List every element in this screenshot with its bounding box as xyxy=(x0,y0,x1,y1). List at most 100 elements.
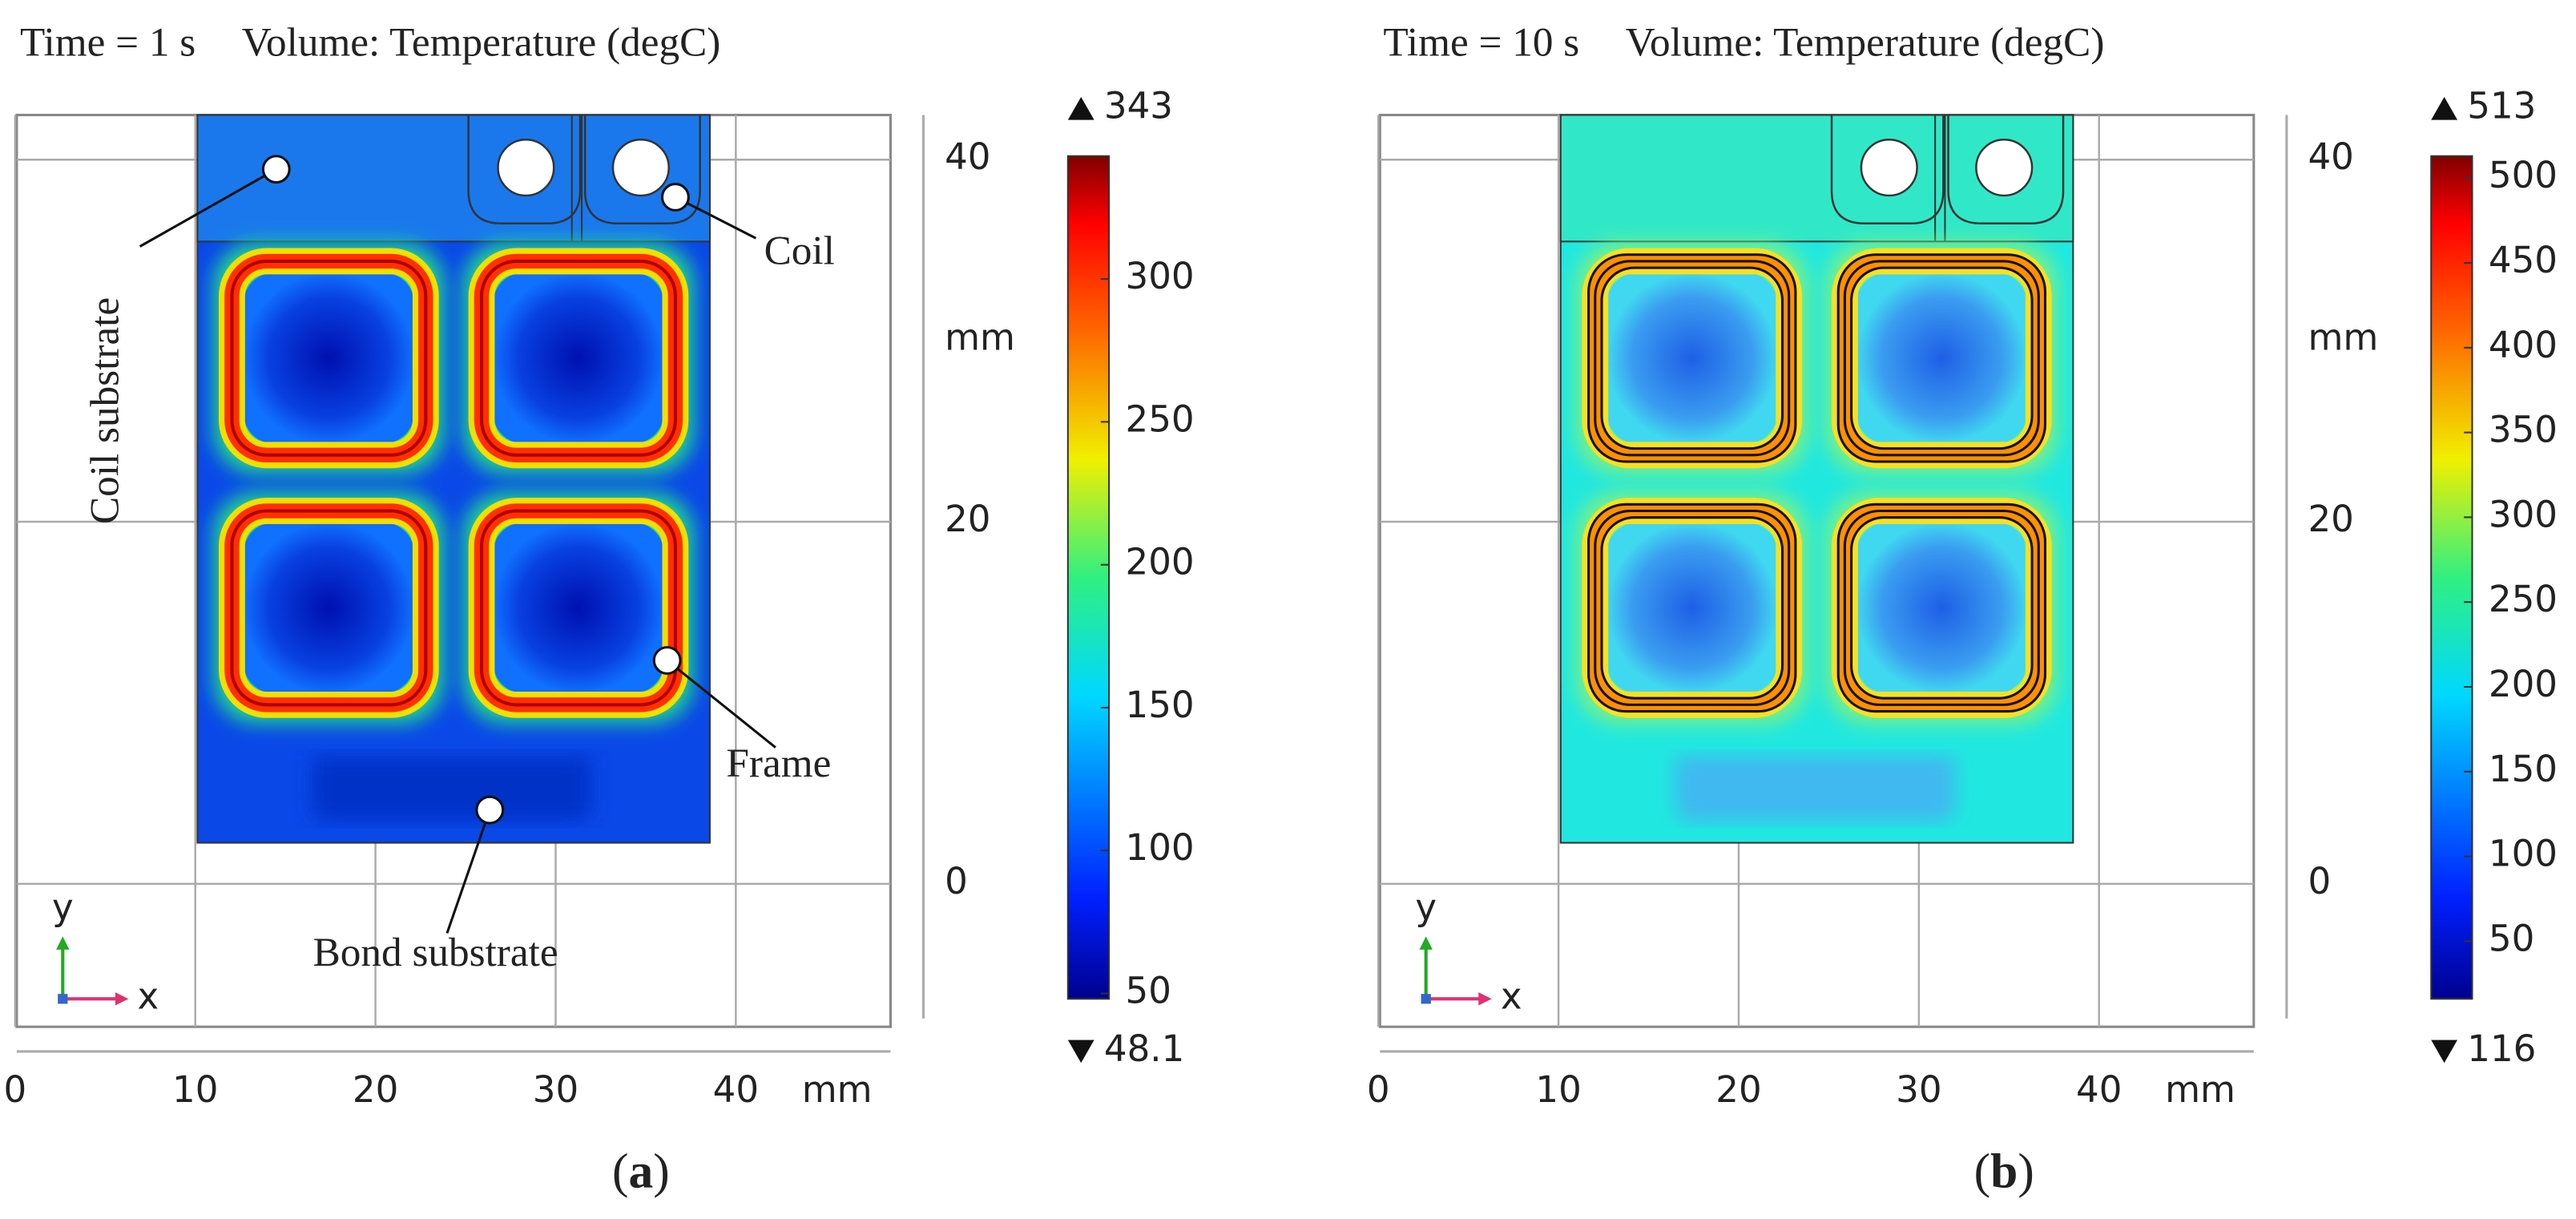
coil-wire xyxy=(479,259,677,457)
callout-line xyxy=(666,659,776,749)
caption-part: ) xyxy=(2018,1144,2034,1199)
annotation: Bond substrate xyxy=(313,930,558,975)
max-marker xyxy=(1067,96,1094,120)
coil-pad xyxy=(1947,115,2065,225)
coil-wire xyxy=(1836,503,2047,713)
panel-title: Time = 1 s Volume: Temperature (degC) xyxy=(20,19,720,65)
coil-core xyxy=(1856,522,2027,694)
x-unit: mm xyxy=(2165,1068,2235,1111)
quantity: Volume: Temperature (degC) xyxy=(242,19,721,65)
x-tick-label: 30 xyxy=(1896,1068,1941,1111)
colorbar-tick-label: 100 xyxy=(1126,826,1195,869)
callout-dot xyxy=(660,183,690,212)
max-marker xyxy=(2431,96,2458,120)
colorbar-max-label: 513 xyxy=(2467,84,2536,127)
coil-pad xyxy=(467,115,582,225)
triad-origin xyxy=(1421,994,1431,1004)
coil-wire xyxy=(1836,253,2047,463)
triad-x-label: x xyxy=(138,975,159,1017)
coil-wire xyxy=(230,259,428,457)
min-marker xyxy=(2431,1039,2458,1064)
coil-wire xyxy=(1587,253,1797,463)
triad-x-head xyxy=(115,992,129,1006)
panel-title: Time = 10 s Volume: Temperature (degC) xyxy=(1383,19,2104,65)
y-unit: mm xyxy=(945,316,1015,358)
colorbar-max-label: 343 xyxy=(1104,84,1173,127)
y-tick-label: 0 xyxy=(945,860,968,902)
x-tick-label: 40 xyxy=(2076,1068,2122,1111)
x-unit: mm xyxy=(802,1068,873,1111)
coil-wire xyxy=(1587,503,1797,713)
coil-wire xyxy=(479,509,677,707)
triad-y-label: y xyxy=(1415,886,1437,929)
colorbar-tick-label: 250 xyxy=(2489,578,2558,620)
time: Time = 1 s xyxy=(20,19,196,65)
caption: (b) xyxy=(1974,1144,2034,1199)
annotation: Frame xyxy=(726,741,831,786)
x-tick-label: 10 xyxy=(172,1068,218,1111)
pad-hole xyxy=(1860,139,1918,197)
callout-line xyxy=(139,168,277,248)
caption: (a) xyxy=(612,1144,670,1199)
coil-wire xyxy=(1850,266,2034,450)
coil-pad xyxy=(583,115,701,225)
triad-y-head xyxy=(56,936,70,950)
colorbar xyxy=(2430,155,2473,1000)
coil-wire xyxy=(1843,509,2040,706)
colorbar-tick-label: 300 xyxy=(1126,255,1195,297)
coil-wire xyxy=(1600,266,1784,450)
caption-part: a xyxy=(628,1144,653,1199)
colorbar-tick-label: 200 xyxy=(2489,663,2558,705)
colorbar-tick-label: 450 xyxy=(2489,239,2558,281)
colorbar-min-label: 116 xyxy=(2467,1027,2536,1070)
min-marker xyxy=(1067,1039,1094,1064)
pad-hole xyxy=(611,139,670,197)
x-tick-label: 0 xyxy=(1367,1068,1390,1111)
caption-part: ( xyxy=(612,1144,628,1199)
callout-line xyxy=(445,809,491,934)
colorbar-tick-label: 200 xyxy=(1126,541,1195,583)
colorbar-tick-label: 50 xyxy=(1126,970,1171,1012)
colorbar-tick-label: 150 xyxy=(2489,748,2558,790)
y-unit: mm xyxy=(2308,316,2378,358)
coil-core xyxy=(1856,272,2027,444)
coil-wire xyxy=(1594,260,1791,457)
x-tick-label: 20 xyxy=(1715,1068,1761,1111)
coil-core xyxy=(243,272,414,444)
coil-wire xyxy=(230,509,428,707)
coil-wire xyxy=(1850,516,2034,700)
coil-pad xyxy=(1830,115,1945,225)
x-tick-label: 20 xyxy=(353,1068,398,1111)
x-tick-label: 40 xyxy=(713,1068,759,1111)
time: Time = 10 s xyxy=(1383,19,1579,65)
triad-x-label: x xyxy=(1501,975,1522,1017)
coil-core xyxy=(1606,522,1778,694)
triad-origin xyxy=(58,994,68,1004)
annotation: Coil substrate xyxy=(82,297,127,524)
colorbar-tick-label: 300 xyxy=(2489,493,2558,535)
quantity: Volume: Temperature (degC) xyxy=(1626,19,2105,65)
caption-part: b xyxy=(1990,1144,2018,1199)
coil-core xyxy=(1606,272,1778,444)
cold-zone xyxy=(1675,755,1955,821)
coil-core xyxy=(493,272,664,444)
colorbar-tick-label: 400 xyxy=(2489,324,2558,366)
annotation: Coil xyxy=(764,228,835,273)
colorbar-min-label: 48.1 xyxy=(1104,1027,1184,1070)
colorbar-tick-label: 500 xyxy=(2489,154,2558,196)
colorbar-tick-label: 150 xyxy=(1126,684,1195,726)
x-tick-label: 0 xyxy=(4,1068,27,1111)
coil-wire xyxy=(1600,516,1784,700)
y-tick-label: 40 xyxy=(945,135,990,178)
pad-hole xyxy=(1975,139,2034,197)
triad-y-label: y xyxy=(52,886,74,929)
x-tick-label: 10 xyxy=(1535,1068,1581,1111)
cold-zone xyxy=(312,755,592,821)
coil-core xyxy=(243,522,414,694)
y-tick-label: 40 xyxy=(2308,135,2353,178)
colorbar-tick-label: 250 xyxy=(1126,398,1195,440)
callout-dot xyxy=(475,795,505,825)
caption-part: ( xyxy=(1974,1144,1990,1199)
colorbar-tick-label: 350 xyxy=(2489,409,2558,451)
